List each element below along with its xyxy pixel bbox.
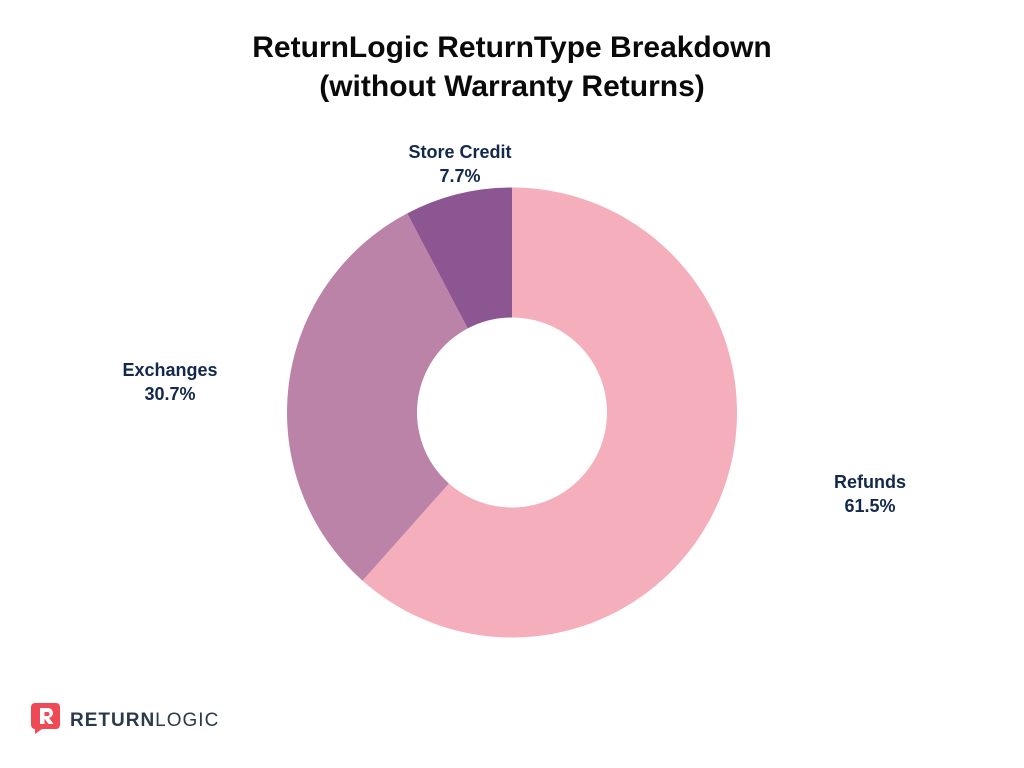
label-pct: 30.7%: [122, 382, 217, 406]
chart-title: ReturnLogic ReturnType Breakdown (withou…: [0, 0, 1024, 106]
label-pct: 7.7%: [408, 164, 511, 188]
logo-text-bold: RETURN: [70, 710, 155, 731]
donut-chart: [287, 187, 737, 642]
label-name: Exchanges: [122, 358, 217, 382]
label-exchanges: Exchanges30.7%: [122, 358, 217, 407]
label-store-credit: Store Credit7.7%: [408, 140, 511, 189]
title-line-1: ReturnLogic ReturnType Breakdown: [252, 31, 772, 64]
label-refunds: Refunds61.5%: [834, 470, 906, 519]
label-name: Store Credit: [408, 140, 511, 164]
label-pct: 61.5%: [834, 494, 906, 518]
title-line-2: (without Warranty Returns): [319, 70, 705, 103]
donut-svg: [287, 187, 737, 637]
brand-logo: RETURNLOGIC: [28, 701, 219, 740]
logo-icon: [28, 701, 62, 740]
logo-text: RETURNLOGIC: [70, 710, 219, 732]
label-name: Refunds: [834, 470, 906, 494]
logo-text-light: LOGIC: [155, 710, 219, 731]
